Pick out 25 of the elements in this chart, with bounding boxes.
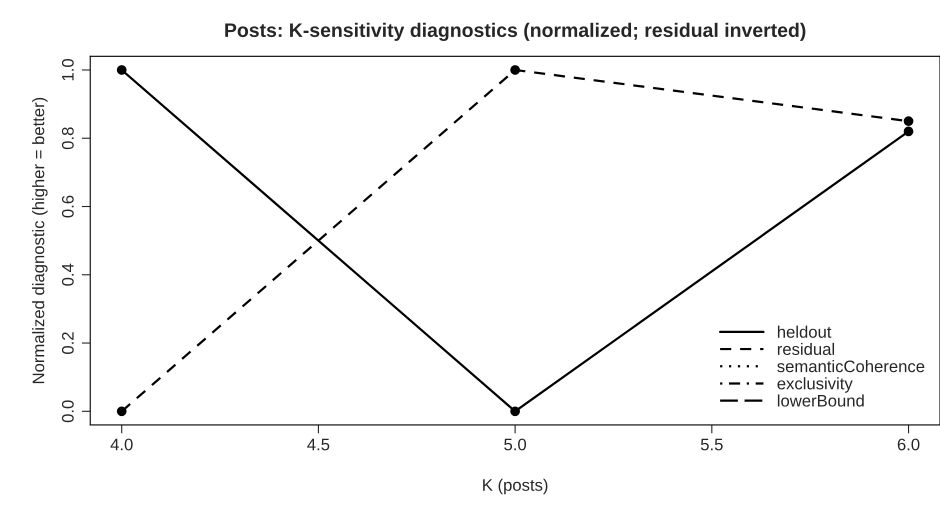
legend-label: semanticCoherence — [777, 360, 924, 372]
point — [510, 65, 520, 75]
x-tick-label: 5.5 — [700, 438, 723, 450]
x-tick-label: 4.5 — [307, 438, 330, 450]
y-tick-label: 0.0 — [62, 400, 74, 422]
y-axis-title: Normalized diagnostic (higher = better) — [32, 98, 48, 384]
chart-title: Posts: K-sensitivity diagnostics (normalized; residual inverted) — [225, 22, 806, 41]
legend-label: residual — [778, 342, 834, 356]
point — [116, 65, 127, 75]
y-tick-label: 0.8 — [62, 127, 74, 150]
x-tick-label: 4.0 — [110, 438, 133, 450]
point — [116, 406, 127, 416]
point — [510, 406, 520, 416]
y-tick-label: 0.2 — [62, 332, 74, 354]
point — [904, 126, 914, 136]
y-tick-label: 1.0 — [62, 59, 74, 80]
x-axis-title: K (posts) — [483, 478, 548, 494]
x-tick-label: 6.0 — [898, 438, 920, 450]
x-tick-label: 5.0 — [504, 438, 526, 450]
legend-label: heldout — [778, 326, 832, 338]
legend-label: exclusivity — [777, 377, 853, 393]
y-tick-label: 0.6 — [62, 196, 74, 218]
y-tick-label: 0.4 — [62, 264, 74, 286]
legend-label: lowerBound — [778, 394, 864, 407]
point — [904, 116, 914, 126]
